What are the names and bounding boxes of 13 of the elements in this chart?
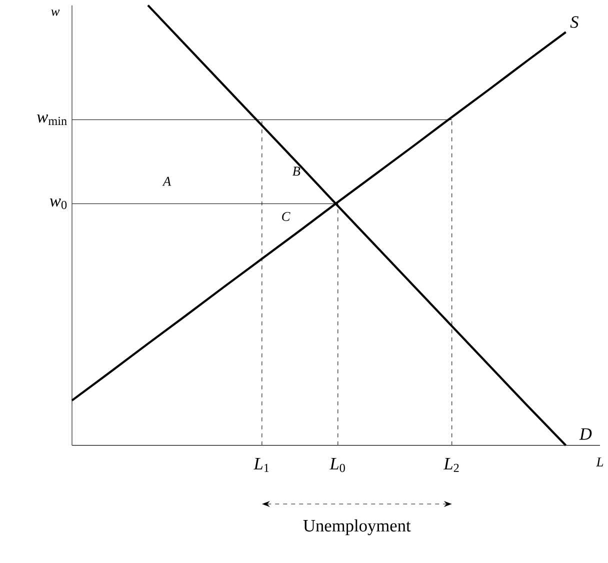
- ref-line-label: w$_{min}$: [37, 114, 67, 126]
- x-tick-label: L$_{0}$: [330, 458, 345, 472]
- x-tick-label: L$_{2}$: [443, 458, 459, 472]
- annotation: C: [282, 212, 290, 222]
- annotation: A: [162, 177, 172, 186]
- text: Unemployment: [303, 520, 411, 536]
- ref-line-label: w$_{0}$: [50, 198, 67, 210]
- annotation: B: [292, 166, 300, 176]
- y-axis-title: w: [51, 10, 60, 16]
- series-label: S: [570, 16, 578, 28]
- x-tick-label: L$_{1}$: [254, 458, 269, 472]
- series-label: D: [579, 428, 592, 440]
- x-axis-title: L: [596, 458, 604, 466]
